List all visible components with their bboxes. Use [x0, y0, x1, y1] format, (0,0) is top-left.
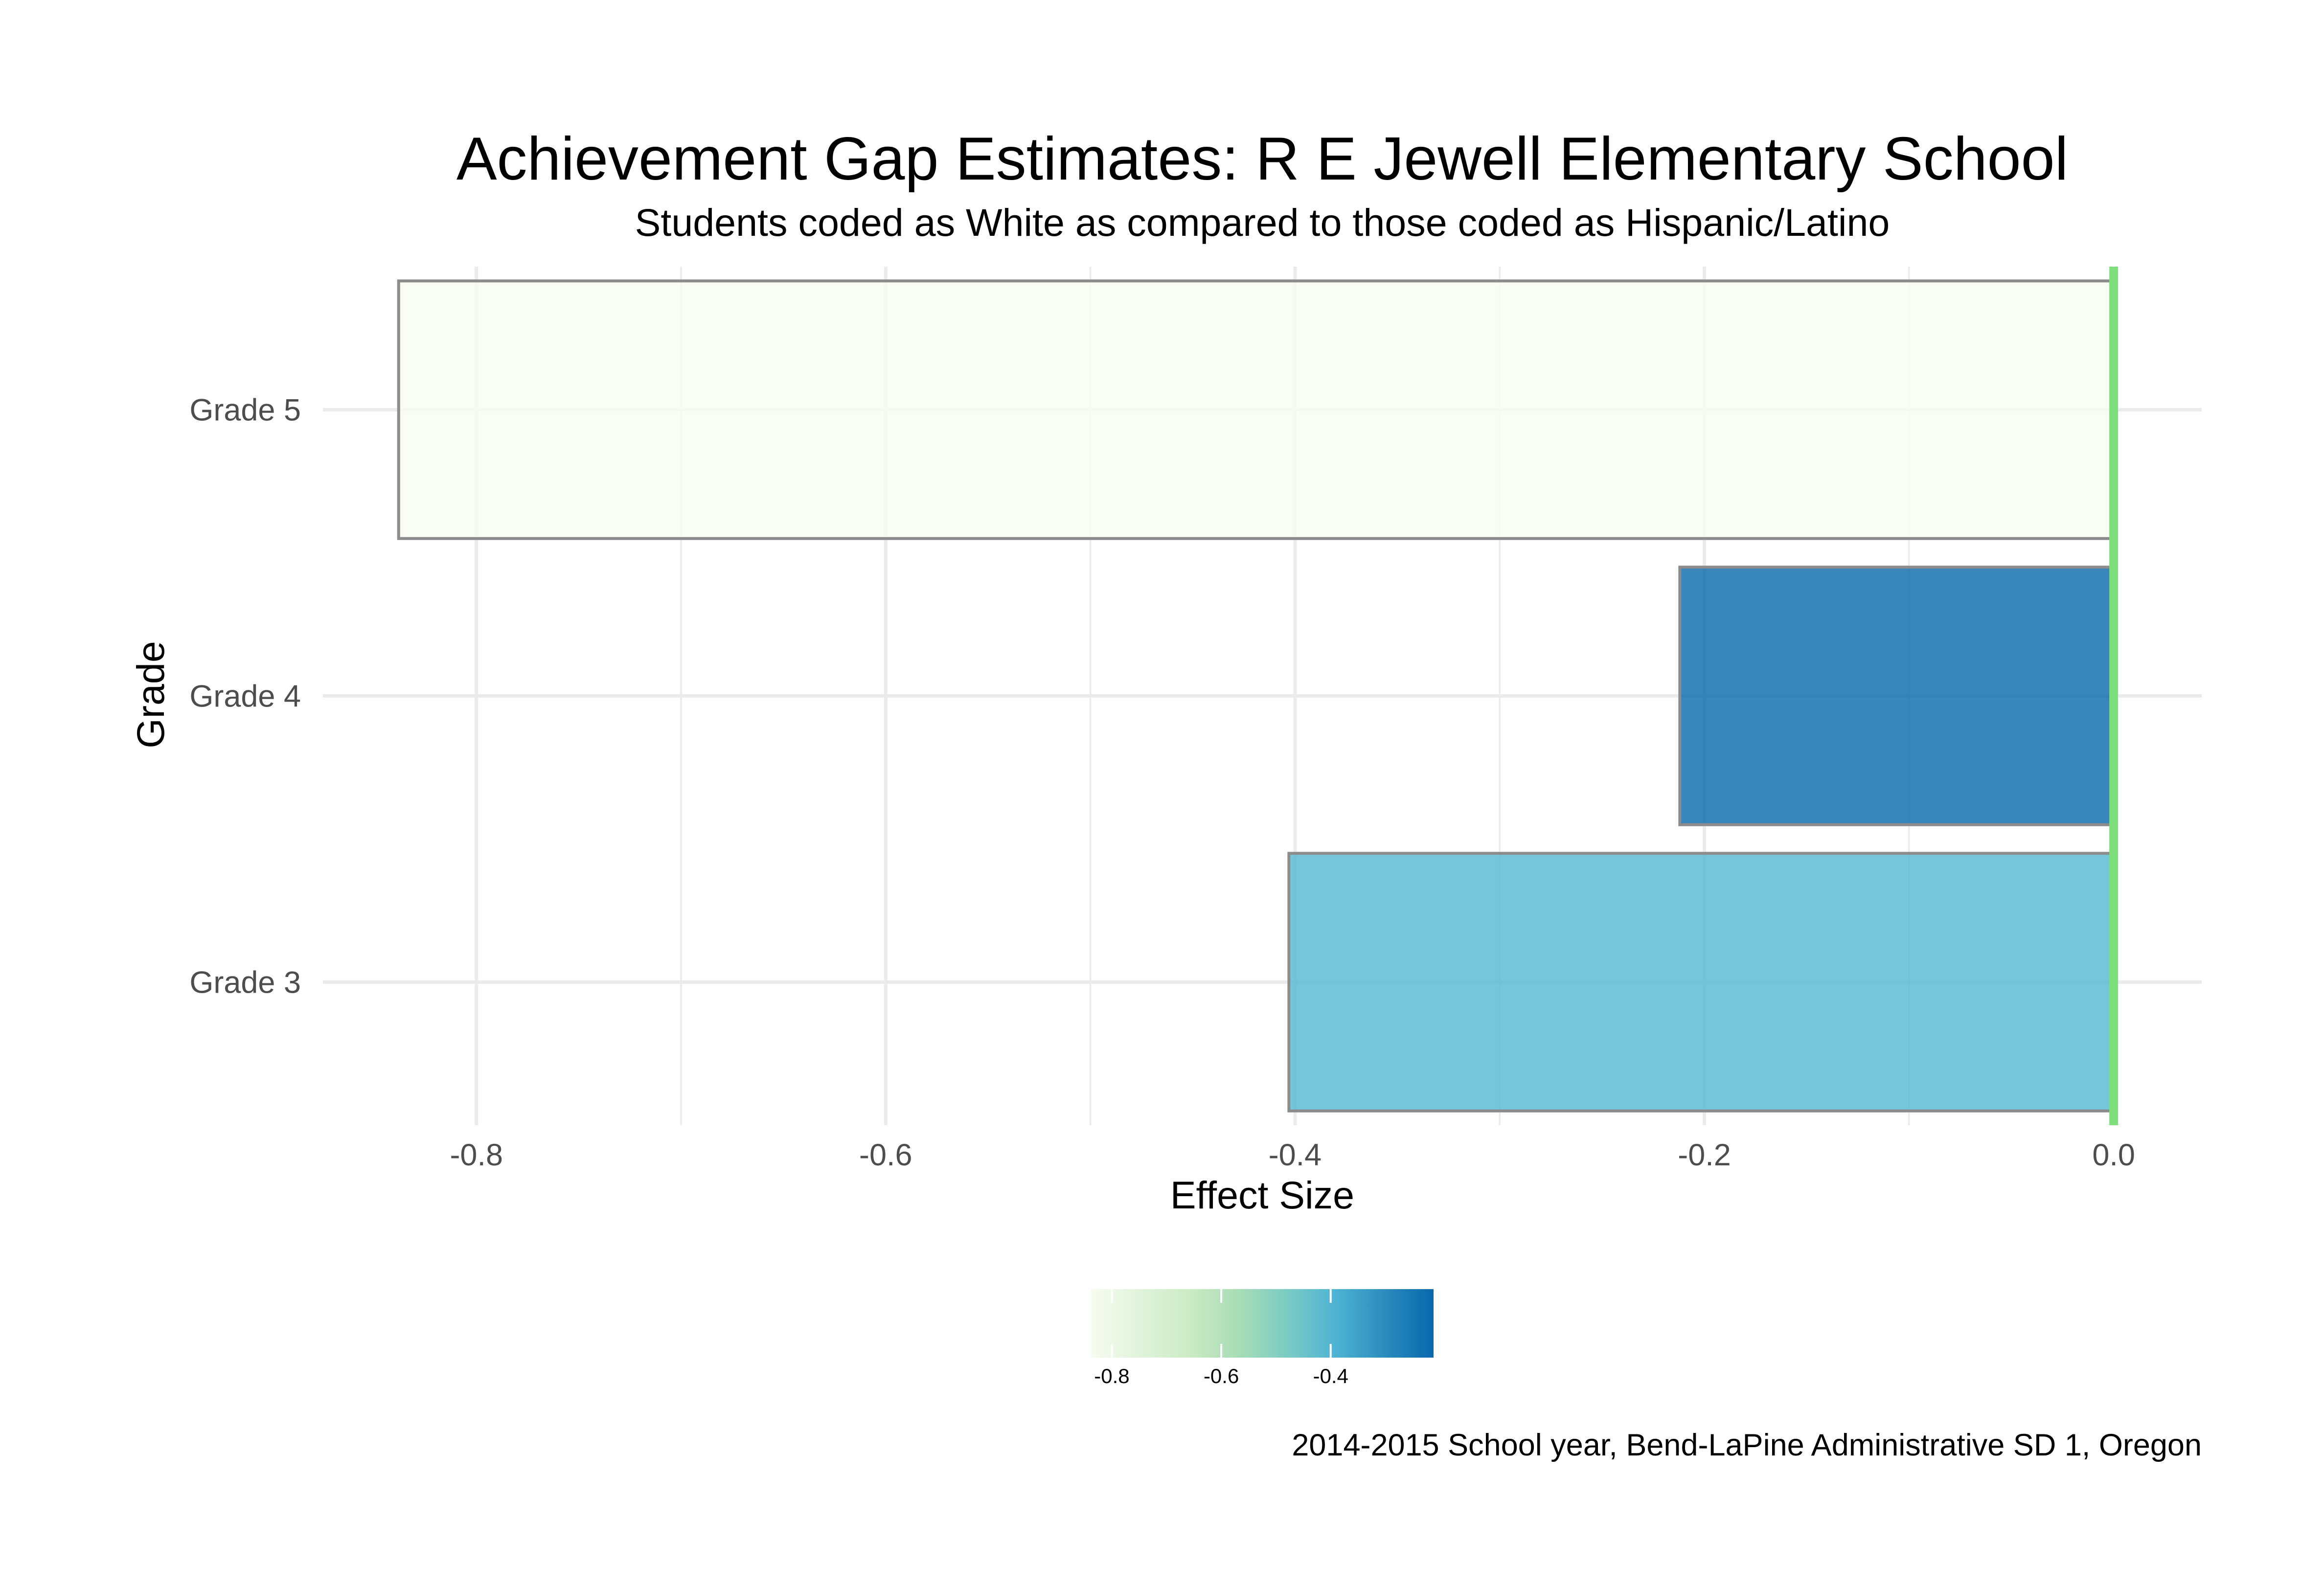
plot-panel: [323, 267, 2202, 1125]
x-axis-title: Effect Size: [1170, 1173, 1354, 1217]
x-tick-label: -0.4: [1269, 1138, 1322, 1172]
chart-subtitle: Students coded as White as compared to t…: [635, 201, 1890, 244]
legend-ticks: -0.8 -0.6 -0.4: [1094, 1289, 1348, 1387]
bar-grade-4: [1678, 566, 2116, 826]
y-axis-ticks: Grade 3 Grade 4 Grade 5: [189, 393, 301, 1000]
color-legend: -0.8 -0.6 -0.4: [1091, 1289, 1434, 1387]
x-tick-label: -0.6: [859, 1138, 912, 1172]
x-tick-label: -0.2: [1678, 1138, 1731, 1172]
legend-tick-label: -0.8: [1094, 1364, 1129, 1387]
y-tick-label: Grade 3: [189, 966, 301, 1000]
legend-tick-label: -0.4: [1313, 1364, 1348, 1387]
y-tick-label: Grade 4: [189, 680, 301, 714]
y-axis-title: Grade: [129, 641, 172, 749]
legend-colorbar: [1091, 1289, 1434, 1358]
chart-caption: 2014-2015 School year, Bend-LaPine Admin…: [1292, 1428, 2202, 1462]
legend-tick-label: -0.6: [1204, 1364, 1239, 1387]
x-tick-label: 0.0: [2092, 1138, 2135, 1172]
bar-grade-3: [1287, 852, 2116, 1113]
y-tick-label: Grade 5: [189, 393, 301, 428]
x-tick-label: -0.8: [450, 1138, 503, 1172]
chart-title: Achievement Gap Estimates: R E Jewell El…: [456, 125, 2068, 193]
bar-grade-5: [397, 279, 2116, 540]
x-axis-ticks: -0.8 -0.6 -0.4 -0.2 0.0: [450, 1138, 2135, 1172]
bars: [397, 279, 2116, 1113]
